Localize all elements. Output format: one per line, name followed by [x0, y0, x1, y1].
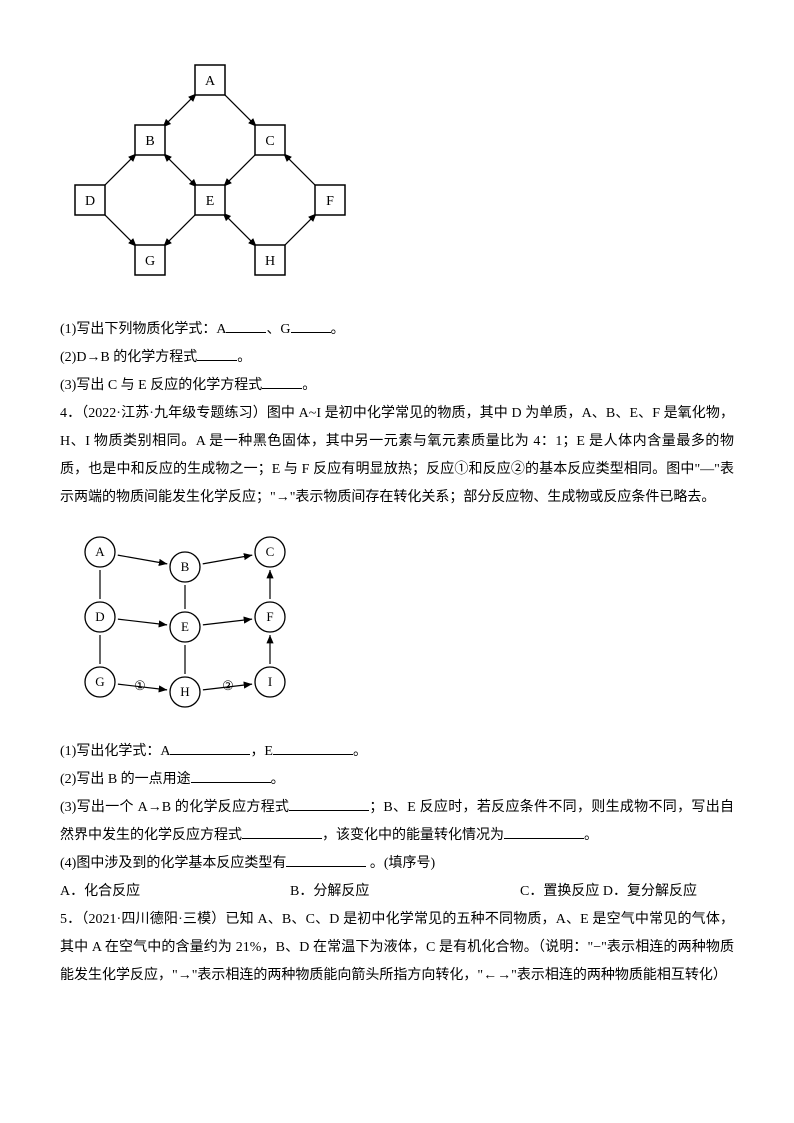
q1-line2: (2)D→B 的化学方程式 。 — [60, 344, 734, 372]
text: (3)写出一个 A→B 的化学反应方程式 — [60, 800, 289, 815]
svg-text:B: B — [181, 559, 190, 574]
text: 。 — [302, 378, 316, 393]
diagram-1: A B C D E F G H — [60, 60, 734, 301]
option-cd: C．置换反应 D．复分解反应 — [520, 878, 734, 906]
option-b: B．分解反应 — [290, 878, 520, 906]
svg-text:C: C — [265, 134, 274, 149]
option-a: A．化合反应 — [60, 878, 290, 906]
blank — [291, 318, 331, 333]
svg-text:A: A — [95, 544, 105, 559]
text: (1)写出化学式：A — [60, 744, 170, 759]
text: 。 — [271, 772, 285, 787]
svg-text:F: F — [326, 194, 334, 209]
q4-line3: (3)写出一个 A→B 的化学反应方程式；B、E 反应时，若反应条件不同，则生成… — [60, 794, 734, 850]
svg-text:G: G — [95, 674, 104, 689]
blank — [242, 824, 322, 839]
text: (1)写出下列物质化学式：A — [60, 322, 226, 337]
svg-text:D: D — [85, 194, 95, 209]
blank — [273, 740, 353, 755]
svg-text:B: B — [145, 134, 154, 149]
text: (2)写出 B 的一点用途 — [60, 772, 191, 787]
option-row: A．化合反应 B．分解反应 C．置换反应 D．复分解反应 — [60, 878, 734, 906]
text: (4)图中涉及到的化学基本反应类型有 — [60, 856, 286, 871]
blank — [226, 318, 266, 333]
text: ，E — [250, 744, 273, 759]
svg-text:H: H — [265, 254, 275, 269]
text: 。(填序号) — [366, 856, 435, 871]
blank — [504, 824, 584, 839]
q1-line1: (1)写出下列物质化学式：A 、G 。 — [60, 316, 734, 344]
blank — [289, 796, 369, 811]
svg-text:E: E — [181, 619, 189, 634]
svg-text:C: C — [266, 544, 275, 559]
text: 。 — [331, 322, 345, 337]
problem-5-text: 5．（2021·四川德阳·三模）已知 A、B、C、D 是初中化学常见的五种不同物… — [60, 906, 734, 990]
svg-text:F: F — [266, 609, 273, 624]
text: 、G — [266, 322, 290, 337]
q4-line4: (4)图中涉及到的化学基本反应类型有 。(填序号) — [60, 850, 734, 878]
text: 。 — [353, 744, 367, 759]
problem-4-text: 4．（2022·江苏·九年级专题练习）图中 A~I 是初中化学常见的物质，其中 … — [60, 400, 734, 512]
diagram-2: A B C D E F G H I ① ② — [60, 522, 734, 723]
svg-text:G: G — [145, 254, 155, 269]
text: 。 — [584, 828, 598, 843]
svg-text:H: H — [180, 684, 189, 699]
blank — [286, 852, 366, 867]
text: 。 — [237, 350, 251, 365]
text: ，该变化中的能量转化情况为 — [322, 828, 504, 843]
blank — [170, 740, 250, 755]
svg-text:E: E — [206, 194, 215, 209]
svg-text:②: ② — [222, 678, 234, 693]
svg-text:D: D — [95, 609, 104, 624]
blank — [191, 768, 271, 783]
blank — [197, 346, 237, 361]
text: (2)D→B 的化学方程式 — [60, 350, 197, 365]
blank — [262, 374, 302, 389]
q4-line2: (2)写出 B 的一点用途 。 — [60, 766, 734, 794]
q4-line1: (1)写出化学式：A ，E 。 — [60, 738, 734, 766]
text: (3)写出 C 与 E 反应的化学方程式 — [60, 378, 262, 393]
svg-text:I: I — [268, 674, 272, 689]
svg-text:①: ① — [134, 678, 146, 693]
q1-line3: (3)写出 C 与 E 反应的化学方程式 。 — [60, 372, 734, 400]
svg-text:A: A — [205, 74, 216, 89]
